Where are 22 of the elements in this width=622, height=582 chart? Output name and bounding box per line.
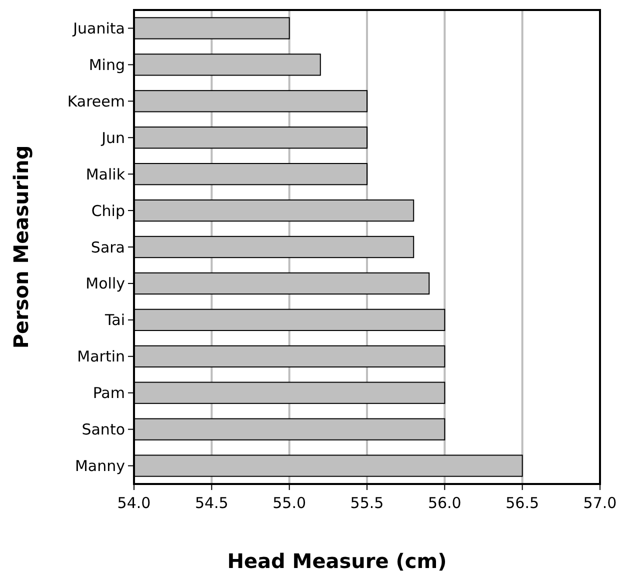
y-tick-label: Kareem xyxy=(67,92,125,110)
y-tick-label: Tai xyxy=(104,311,125,330)
x-tick-label: 56.0 xyxy=(428,494,462,512)
y-tick-label: Jun xyxy=(100,128,125,147)
x-tick-label: 57.0 xyxy=(583,494,617,512)
y-tick-label: Santo xyxy=(82,420,125,439)
y-tick-label: Juanita xyxy=(72,19,125,38)
y-tick-label: Manny xyxy=(74,457,126,476)
x-tick-label: 55.5 xyxy=(350,494,384,512)
y-tick-label: Malik xyxy=(86,165,126,184)
x-tick-label: 54.5 xyxy=(194,494,228,512)
x-tick-label: 55.0 xyxy=(272,494,306,512)
y-tick-label: Sara xyxy=(90,238,125,256)
y-tick-label: Pam xyxy=(92,384,125,402)
x-axis-title: Head Measure (cm) xyxy=(227,549,447,573)
x-tick-label: 54.0 xyxy=(117,494,151,512)
y-tick-label: Ming xyxy=(88,56,125,74)
y-tick-label: Martin xyxy=(77,348,125,366)
y-axis-title: Person Measuring xyxy=(9,145,33,349)
y-tick-label: Molly xyxy=(86,274,126,293)
y-tick-label: Chip xyxy=(91,202,125,220)
x-tick-label: 56.5 xyxy=(506,494,540,512)
